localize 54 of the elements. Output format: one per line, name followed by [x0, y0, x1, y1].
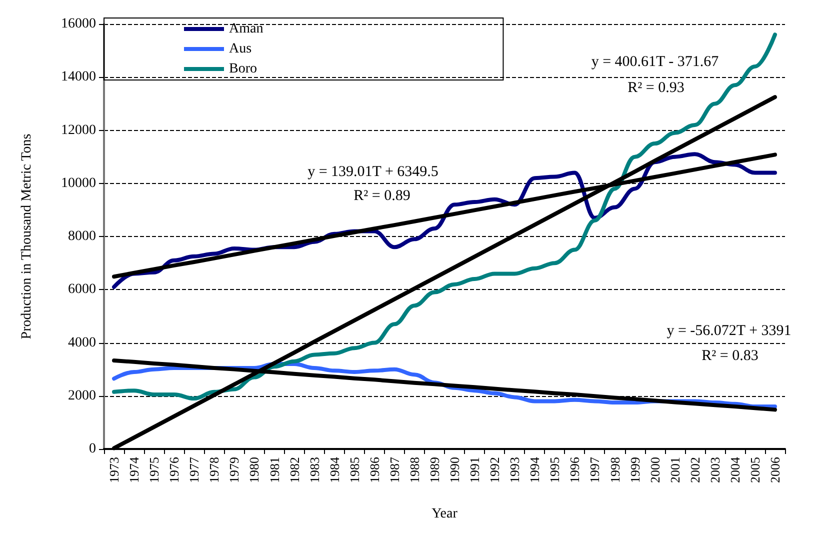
x-tick-label: 1976	[166, 456, 182, 483]
x-tick-label: 1977	[186, 456, 202, 483]
legend-label: Aman	[229, 22, 264, 36]
y-tick-label: 16000	[61, 16, 96, 32]
x-tick-label: 1989	[426, 457, 442, 483]
y-axis-title: Production in Thousand Metric Tons	[20, 134, 34, 340]
x-tick-label: 1995	[547, 457, 562, 483]
x-axis-title: Year	[432, 506, 458, 522]
x-tick-label: 1998	[607, 457, 622, 483]
annotation: R² = 0.83	[702, 348, 758, 364]
y-tick-label: 8000	[68, 229, 96, 244]
x-tick-label: 2004	[727, 456, 742, 483]
annotation: y = 139.01T + 6349.5	[308, 164, 438, 180]
x-tick-label: 1999	[627, 457, 642, 483]
annotation: y = -56.072T + 3391	[666, 323, 792, 339]
x-tick-label: 1982	[286, 457, 302, 483]
x-tick-label: 1974	[126, 456, 142, 483]
annotation: y = 400.61T - 371.67	[591, 54, 720, 70]
x-tick-label: 2001	[667, 457, 682, 483]
x-tick-label: 2003	[707, 457, 722, 483]
x-tick-label: 1979	[226, 457, 242, 483]
y-tick-label: 6000	[68, 282, 96, 298]
x-tick-label: 1992	[487, 457, 502, 483]
x-tick-label: 1994	[527, 456, 542, 483]
y-tick-label: 12000	[61, 122, 96, 138]
x-tick-label: 1997	[587, 456, 602, 483]
x-tick-label: 1978	[206, 457, 222, 483]
x-tick-label: 2005	[747, 457, 762, 483]
x-tick-label: 1983	[306, 457, 322, 483]
x-tick-label: 2000	[647, 457, 662, 483]
x-tick-label: 1975	[146, 457, 162, 483]
x-tick-label: 1980	[246, 457, 262, 483]
x-tick-label: 1996	[567, 456, 582, 483]
x-tick-label: 1985	[346, 457, 362, 483]
x-tick-label: 1981	[266, 457, 282, 483]
y-tick-label: 0	[89, 442, 96, 456]
y-tick-label: 2000	[68, 388, 96, 404]
x-tick-label: 2002	[687, 457, 702, 483]
y-tick-label: 10000	[61, 176, 96, 191]
y-tick-label: 4000	[68, 335, 96, 350]
x-tick-label: 1987	[386, 456, 402, 483]
x-tick-label: 2006	[767, 456, 782, 483]
x-tick-label: 1988	[406, 457, 422, 483]
legend-label: Boro	[229, 62, 257, 76]
legend-label: Aus	[229, 42, 252, 56]
x-tick-label: 1990	[447, 457, 462, 483]
x-tick-label: 1973	[106, 457, 122, 483]
y-tick-label: 14000	[61, 70, 96, 85]
x-tick-label: 1991	[467, 457, 482, 483]
annotation: R² = 0.89	[354, 188, 410, 204]
x-tick-label: 1986	[366, 456, 382, 483]
annotation: R² = 0.93	[628, 80, 684, 96]
x-tick-label: 1993	[507, 457, 522, 483]
x-tick-label: 1984	[326, 456, 342, 483]
